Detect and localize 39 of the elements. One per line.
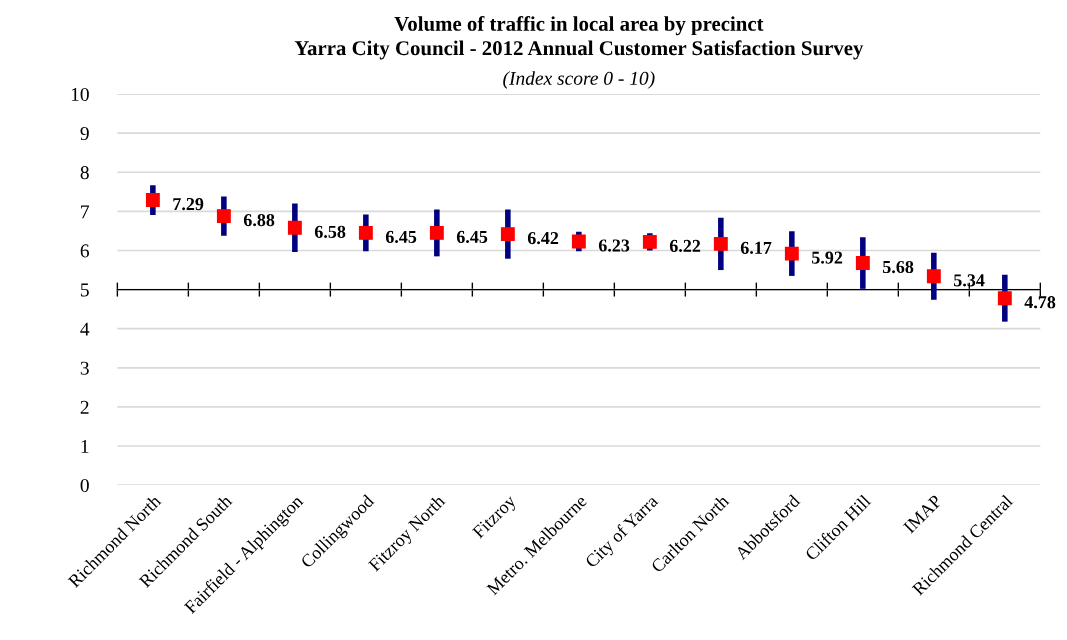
data-label: 4.78	[1024, 296, 1056, 309]
y-tick-label: 1	[81, 439, 89, 453]
y-tick-label: 8	[80, 166, 89, 180]
data-label: 6.58	[314, 225, 346, 238]
data-label: 6.45	[385, 230, 417, 244]
point	[216, 209, 231, 224]
point	[500, 227, 515, 242]
point	[287, 220, 302, 235]
data-label: 6.45	[456, 230, 488, 244]
chart-title: Volume of traffic in local area by precinct Yarra City Council - 2012 Annual Customer Satisfaction Survey	[294, 16, 864, 60]
data-label: 6.23	[598, 239, 630, 252]
point	[571, 234, 586, 249]
point	[429, 225, 444, 240]
point	[855, 256, 870, 270]
point	[926, 269, 941, 284]
point	[997, 291, 1012, 306]
y-tick-label: 9	[80, 127, 89, 141]
point	[713, 236, 728, 251]
data-label: 6.17	[740, 241, 772, 254]
y-tick-label: 2	[80, 400, 89, 414]
y-tick-label: 5	[81, 283, 89, 297]
y-tick-label: 6	[80, 244, 90, 258]
chart-subtitle: (Index score 0 - 10)	[503, 71, 655, 89]
y-tick-label: 10	[71, 87, 89, 102]
point	[145, 193, 160, 207]
y-tick-label: 0	[80, 478, 89, 493]
y-tick-label: 4	[80, 322, 90, 336]
point	[784, 246, 799, 261]
y-tick-label: 7	[81, 205, 90, 219]
data-label: 5.34	[954, 274, 985, 287]
data-label: 5.92	[812, 251, 843, 264]
data-label: 6.42	[527, 232, 559, 245]
data-label: 5.68	[883, 260, 914, 274]
point	[642, 234, 657, 249]
data-label: 7.29	[173, 197, 204, 211]
data-label: 6.88	[243, 213, 275, 227]
data-label: 6.22	[669, 239, 701, 253]
point	[358, 225, 373, 240]
y-tick-label: 3	[80, 361, 89, 375]
